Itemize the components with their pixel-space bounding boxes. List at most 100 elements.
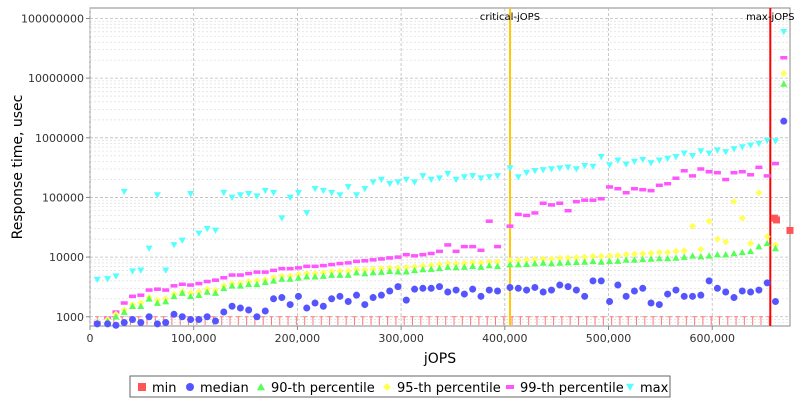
data-point — [771, 138, 779, 145]
data-point — [680, 247, 688, 255]
data-point — [129, 315, 137, 323]
data-point — [589, 277, 597, 285]
data-point — [286, 301, 294, 309]
data-point — [120, 308, 128, 315]
data-point — [203, 279, 211, 284]
data-point — [664, 290, 672, 298]
data-point — [377, 176, 385, 184]
data-point — [411, 285, 419, 293]
legend-label: 90-th percentile — [271, 381, 375, 396]
legend-item-median: median — [186, 381, 249, 396]
data-point — [228, 273, 236, 277]
data-point — [763, 233, 771, 241]
data-point — [581, 258, 589, 265]
data-point — [614, 157, 622, 164]
data-point — [572, 199, 580, 204]
data-point — [672, 254, 680, 261]
data-point — [170, 292, 178, 300]
y-tick-label: 1000 — [56, 311, 84, 324]
data-point — [270, 268, 278, 273]
data-point — [780, 117, 788, 125]
data-point — [145, 313, 153, 321]
data-point — [556, 254, 564, 262]
data-point — [485, 286, 493, 294]
data-point — [539, 167, 547, 174]
x-tick-label: 200,000 — [275, 332, 321, 345]
data-point — [747, 173, 755, 177]
data-point — [622, 292, 630, 300]
data-point — [336, 192, 344, 199]
data-point — [738, 287, 746, 295]
legend-item-max: max — [626, 381, 669, 396]
legend-item-95-th-percentile: 95-th percentile — [383, 381, 501, 396]
data-point — [572, 254, 580, 262]
data-point — [344, 184, 352, 191]
data-point — [460, 259, 468, 267]
data-point — [531, 256, 539, 264]
data-point — [730, 198, 738, 206]
data-point — [137, 267, 145, 274]
data-point — [93, 320, 101, 328]
data-point — [460, 174, 468, 181]
data-point — [581, 198, 589, 202]
data-point — [581, 292, 589, 300]
data-point — [730, 294, 738, 302]
data-point — [469, 173, 477, 180]
data-point — [245, 271, 253, 276]
data-point — [647, 160, 655, 167]
x-tick-label: 500,000 — [586, 332, 632, 345]
data-point — [411, 263, 419, 271]
data-point — [220, 308, 228, 316]
data-point — [383, 383, 391, 391]
data-point — [145, 295, 153, 302]
data-point — [514, 256, 522, 264]
data-point — [630, 287, 638, 295]
data-point — [722, 251, 730, 258]
series-min — [770, 214, 794, 234]
data-point — [589, 198, 597, 202]
data-point — [539, 255, 547, 263]
data-point — [195, 291, 203, 298]
data-point — [344, 261, 352, 265]
data-point — [572, 286, 580, 294]
data-point — [564, 208, 572, 213]
data-point — [523, 286, 531, 294]
data-point — [730, 249, 738, 257]
data-point — [452, 286, 460, 294]
data-point — [452, 263, 460, 271]
data-point — [187, 315, 195, 323]
data-point — [402, 252, 410, 257]
data-point — [402, 176, 410, 184]
data-point — [377, 291, 385, 299]
data-point — [506, 283, 514, 291]
data-point — [564, 283, 572, 291]
data-point — [336, 267, 344, 275]
y-tick-label: 100000 — [42, 191, 84, 204]
data-point — [278, 215, 286, 222]
data-point — [556, 165, 564, 172]
data-point — [747, 239, 755, 247]
data-point — [328, 271, 336, 278]
data-point — [336, 261, 344, 266]
data-point — [763, 279, 771, 287]
data-point — [129, 268, 137, 275]
data-point — [460, 290, 468, 298]
data-point — [112, 321, 120, 329]
data-point — [689, 174, 697, 178]
data-point — [539, 288, 547, 296]
data-point — [639, 156, 647, 164]
data-point — [672, 154, 680, 161]
data-point — [228, 282, 236, 289]
data-point — [494, 244, 502, 249]
data-point — [353, 269, 361, 276]
data-point — [294, 266, 302, 270]
data-point — [220, 284, 228, 292]
data-point — [361, 301, 369, 309]
data-point — [402, 268, 410, 275]
data-point — [278, 266, 286, 271]
data-point — [270, 189, 278, 197]
data-point — [435, 264, 443, 272]
data-point — [444, 170, 452, 178]
data-point — [672, 176, 680, 180]
data-point — [572, 166, 580, 173]
